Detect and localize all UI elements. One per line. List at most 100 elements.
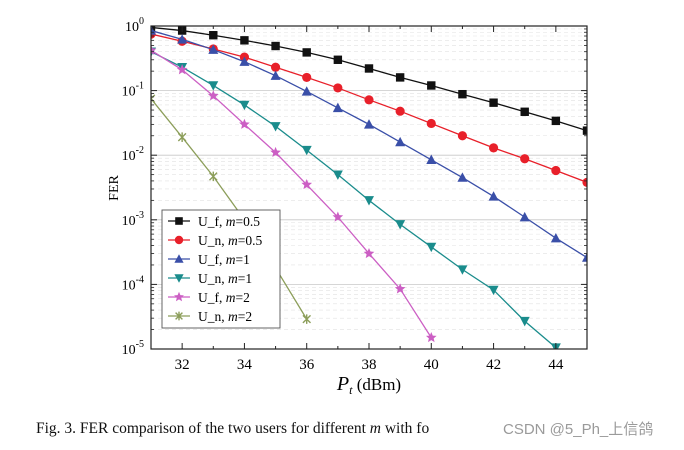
data-point-star bbox=[174, 291, 184, 302]
x-axis-label-var: P bbox=[336, 373, 349, 395]
data-point-circle bbox=[395, 106, 405, 116]
data-point-square bbox=[302, 48, 311, 57]
data-point-circle bbox=[488, 143, 499, 153]
legend-label-prefix: U_f, bbox=[198, 252, 226, 267]
data-point-circle bbox=[174, 235, 184, 245]
y-tick-label-exponent: -3 bbox=[136, 210, 144, 221]
data-point-triangle-down bbox=[332, 170, 343, 180]
legend-entry: U_f, m=2 bbox=[168, 290, 250, 305]
x-axis-label-unit: (dBm) bbox=[352, 375, 401, 394]
legend-label-prefix: U_f, bbox=[198, 214, 226, 229]
legend-entry: U_n, m=0.5 bbox=[168, 233, 262, 248]
legend: U_f, m=0.5U_n, m=0.5U_f, m=1U_n, m=1U_f,… bbox=[161, 209, 281, 329]
data-point-circle bbox=[551, 165, 561, 176]
legend-label-suffix: =0.5 bbox=[236, 214, 261, 229]
data-point-circle bbox=[333, 83, 343, 93]
data-point-triangle-down bbox=[519, 316, 530, 327]
figure-caption: Fig. 3. FER comparison of the two users … bbox=[36, 420, 429, 438]
legend-label-suffix: =2 bbox=[238, 309, 252, 324]
y-tick-label-base: 10 bbox=[125, 20, 139, 35]
data-point-square bbox=[240, 36, 249, 45]
data-point-triangle-up bbox=[177, 34, 188, 44]
data-point-triangle-up bbox=[174, 254, 184, 263]
data-point-triangle-down bbox=[488, 285, 499, 296]
legend-label: U_f, m=0.5 bbox=[198, 214, 260, 229]
legend-label-prefix: U_n, bbox=[198, 309, 228, 324]
data-point-square bbox=[582, 126, 587, 135]
legend-label: U_n, m=2 bbox=[198, 309, 252, 324]
data-point-triangle-down bbox=[174, 274, 184, 283]
y-tick-label: 100 bbox=[125, 16, 144, 35]
data-point-square bbox=[458, 89, 467, 99]
data-point-x bbox=[177, 132, 187, 142]
series-line bbox=[151, 51, 557, 349]
y-tick-label: 10-5 bbox=[122, 339, 144, 358]
data-point-circle bbox=[270, 62, 281, 72]
data-point-triangle-up bbox=[488, 191, 499, 201]
legend-label-suffix: =1 bbox=[238, 271, 252, 286]
legend-label-suffix: =2 bbox=[236, 290, 250, 305]
data-point-square bbox=[489, 98, 498, 107]
data-point-triangle-up bbox=[270, 70, 281, 80]
x-tick-label: 38 bbox=[362, 357, 377, 373]
series-layer bbox=[151, 26, 587, 349]
y-tick-label: 10-2 bbox=[122, 145, 144, 164]
data-point-triangle-up bbox=[239, 56, 250, 66]
y-tick-label: 10-3 bbox=[122, 210, 144, 229]
data-point-star bbox=[176, 64, 188, 75]
x-tick-label: 40 bbox=[424, 357, 439, 373]
legend-label: U_n, m=1 bbox=[198, 271, 252, 286]
data-point-star bbox=[270, 146, 281, 158]
data-point-x bbox=[175, 311, 183, 321]
series-u-f-m-1 bbox=[151, 26, 587, 262]
legend-label-var: m bbox=[226, 214, 236, 229]
data-point-triangle-down bbox=[301, 145, 312, 156]
watermark: CSDN @5_Ph_上信鸽 bbox=[503, 421, 654, 438]
x-tick-label: 32 bbox=[175, 357, 190, 373]
legend-label-suffix: =1 bbox=[236, 252, 250, 267]
legend-entry: U_n, m=2 bbox=[168, 309, 252, 324]
data-point-x bbox=[302, 314, 312, 324]
legend-label-var: m bbox=[228, 233, 238, 248]
data-point-star bbox=[151, 44, 157, 55]
series-u-f-m-0-5 bbox=[151, 26, 587, 135]
data-point-triangle-down bbox=[457, 265, 468, 275]
data-point-square bbox=[395, 73, 405, 82]
data-point-star bbox=[301, 179, 313, 190]
legend-label-prefix: U_n, bbox=[198, 271, 228, 286]
data-point-x bbox=[151, 93, 156, 104]
x-tick-label: 34 bbox=[237, 357, 253, 373]
data-point-triangle-down bbox=[364, 196, 374, 206]
data-point-triangle-down bbox=[208, 81, 219, 91]
y-tick-label-exponent: -1 bbox=[136, 81, 144, 92]
series-line bbox=[151, 49, 432, 338]
data-point-square bbox=[427, 81, 436, 90]
caption-var-m: m bbox=[369, 420, 381, 437]
data-point-x bbox=[208, 171, 218, 182]
data-point-star bbox=[239, 118, 250, 129]
data-point-square bbox=[209, 31, 218, 40]
x-axis-label-sub: t bbox=[349, 383, 353, 397]
data-point-triangle-up bbox=[582, 252, 587, 262]
data-point-triangle-up bbox=[457, 172, 468, 182]
legend-label-prefix: U_f, bbox=[198, 290, 226, 305]
data-point-triangle-up bbox=[426, 154, 437, 164]
legend-entry: U_f, m=1 bbox=[168, 252, 250, 267]
legend-label-var: m bbox=[226, 252, 236, 267]
legend-label: U_f, m=2 bbox=[198, 290, 250, 305]
y-tick-label: 10-4 bbox=[122, 274, 144, 293]
series-line bbox=[151, 98, 308, 320]
x-tick-label: 36 bbox=[299, 357, 315, 373]
legend-label-var: m bbox=[228, 309, 238, 324]
y-axis-label: FER bbox=[107, 175, 122, 201]
data-point-circle bbox=[520, 154, 530, 164]
data-point-star bbox=[425, 332, 437, 343]
legend-label: U_n, m=0.5 bbox=[198, 233, 262, 248]
legend-label-prefix: U_n, bbox=[198, 233, 228, 248]
y-tick-label-base: 10 bbox=[122, 149, 136, 164]
x-axis-ticks: 32 34 36 38 40 42 44 bbox=[150, 26, 588, 373]
data-point-star bbox=[332, 211, 344, 222]
data-point-star bbox=[394, 283, 406, 294]
legend-label-var: m bbox=[226, 290, 236, 305]
